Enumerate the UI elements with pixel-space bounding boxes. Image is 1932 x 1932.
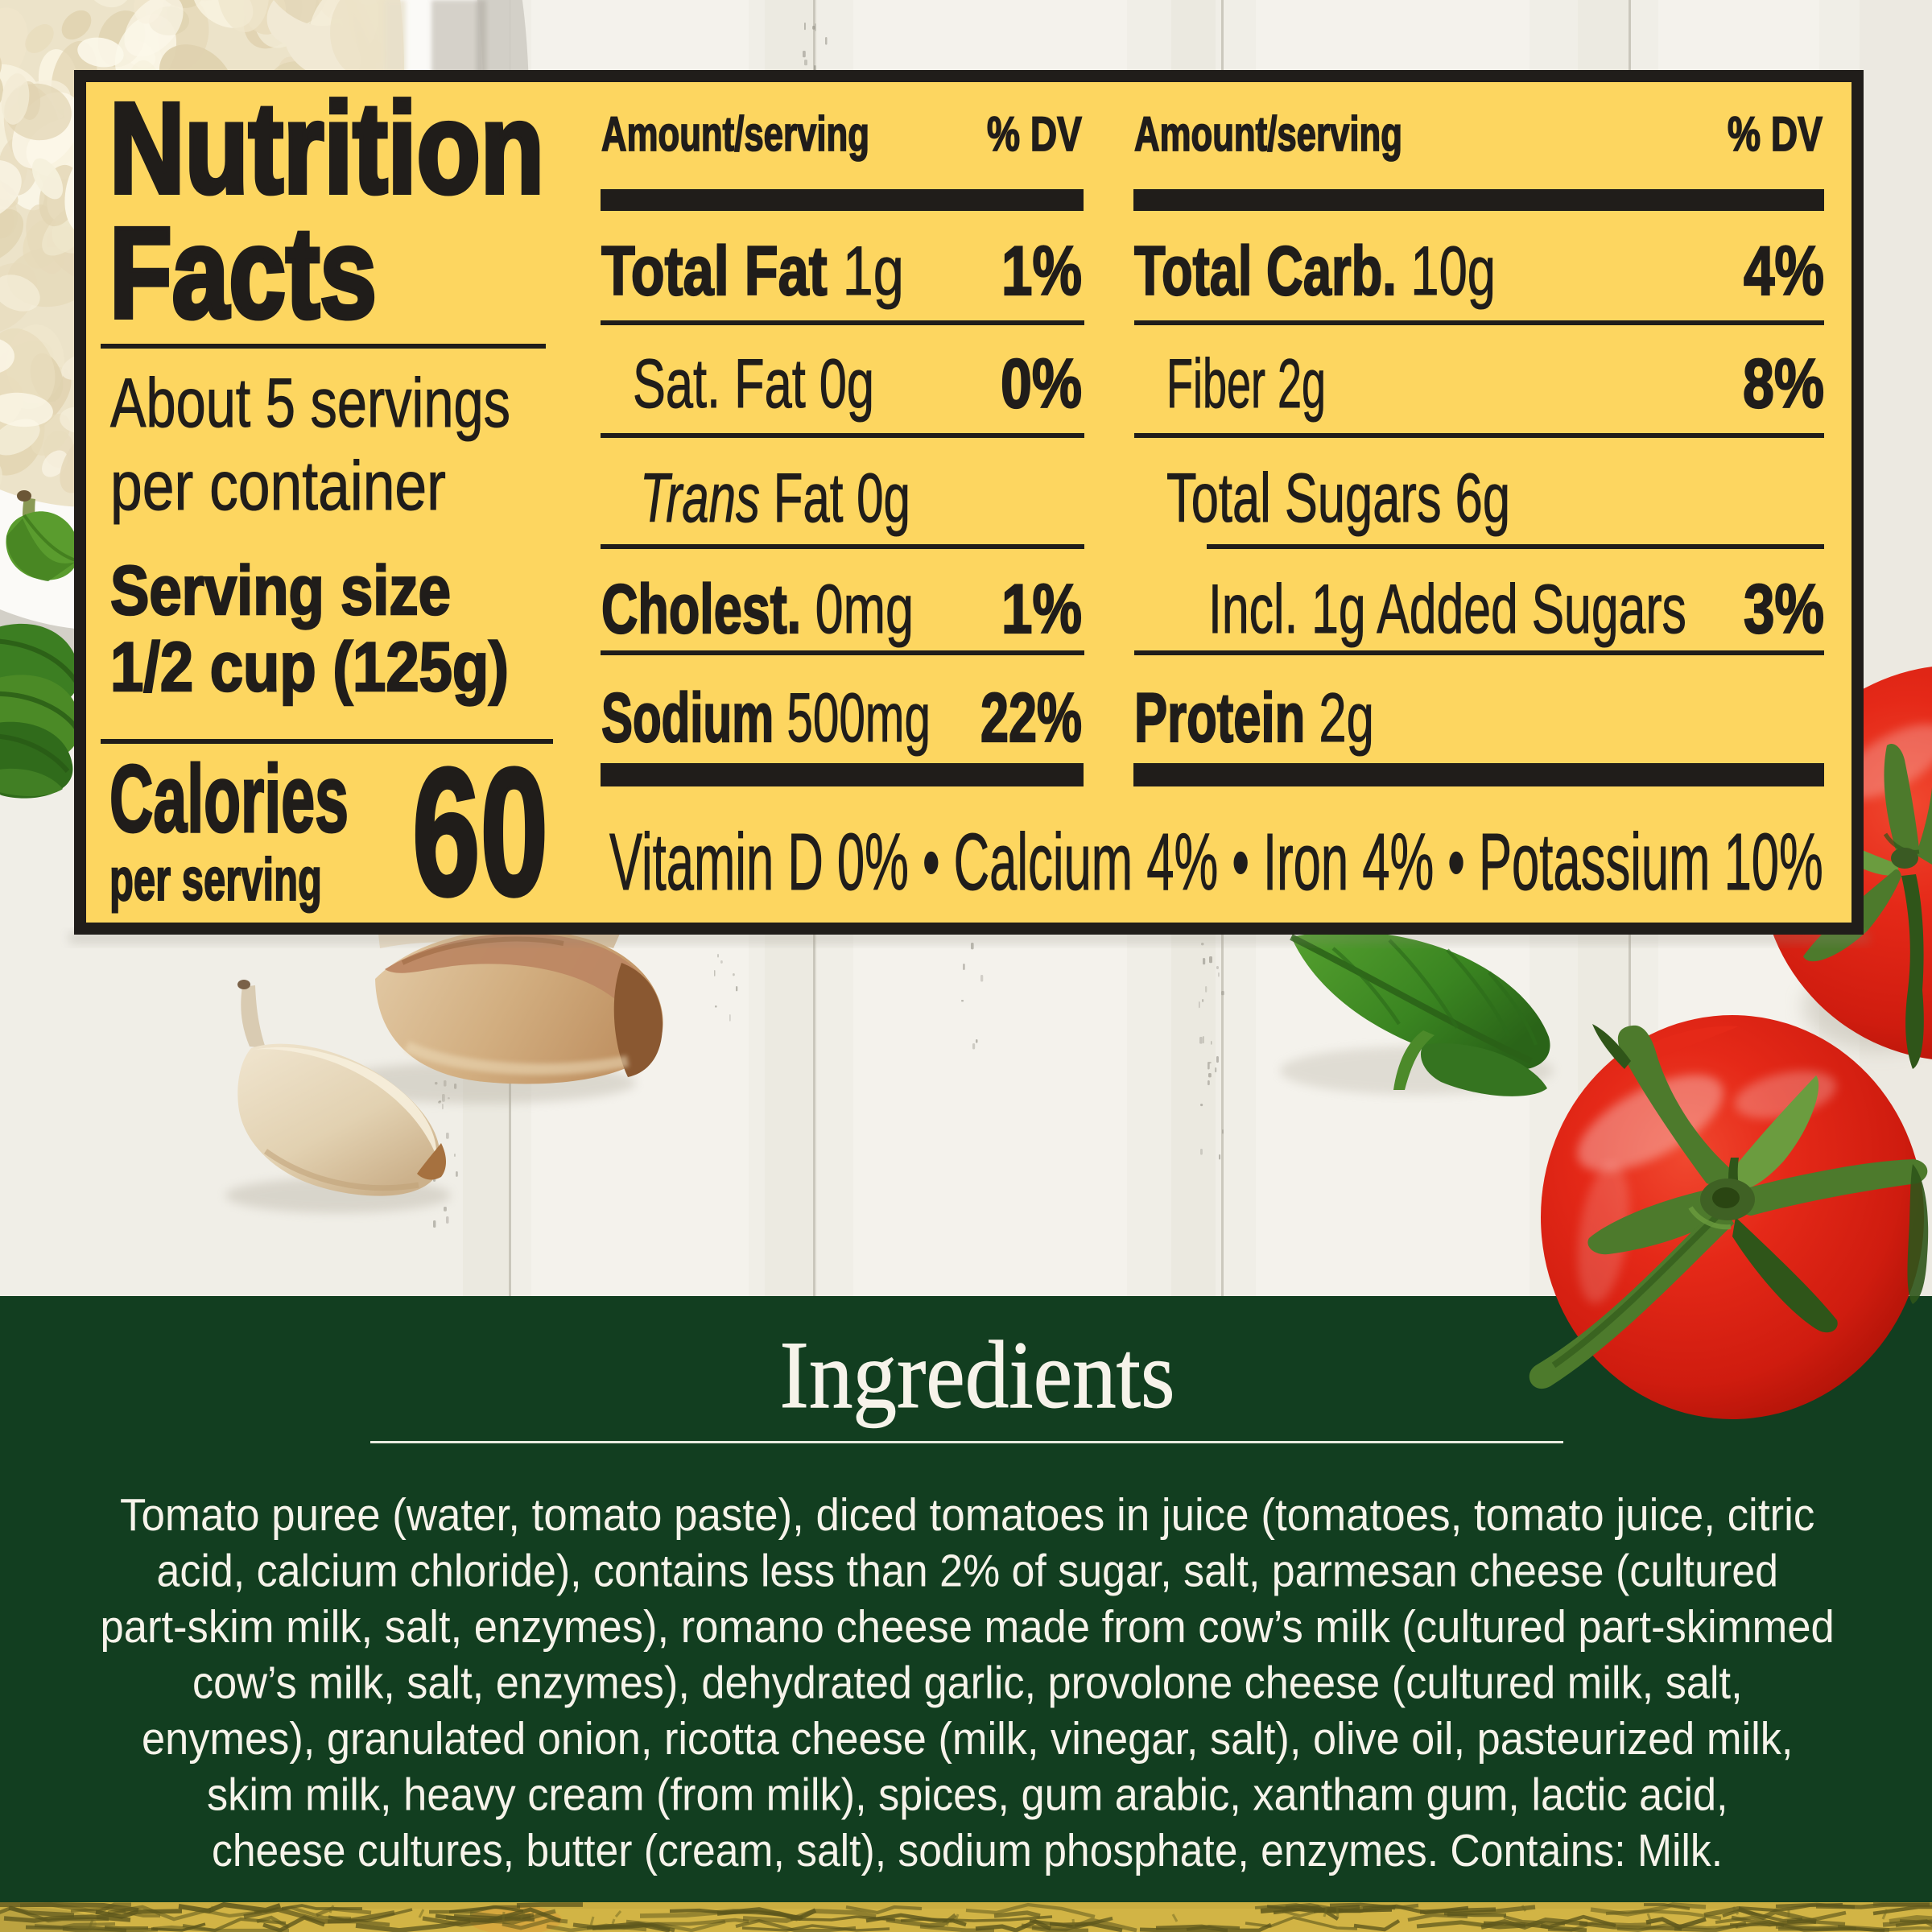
svg-text:Sat. Fat 0g: Sat. Fat 0g xyxy=(633,345,874,423)
svg-text:3%: 3% xyxy=(1744,570,1824,648)
svg-text:Serving size: Serving size xyxy=(110,551,451,629)
svg-text:per container: per container xyxy=(110,447,446,525)
svg-text:Vitamin D 0% • Calcium 4% • Ir: Vitamin D 0% • Calcium 4% • Iron 4% • Po… xyxy=(609,817,1823,907)
svg-text:Total Fat 1g: Total Fat 1g xyxy=(601,233,904,310)
svg-text:Facts: Facts xyxy=(109,200,377,345)
svg-text:1/2 cup (125g): 1/2 cup (125g) xyxy=(110,629,509,706)
svg-text:22%: 22% xyxy=(980,679,1082,756)
svg-text:per serving: per serving xyxy=(109,847,322,914)
svg-text:Trans Fat 0g: Trans Fat 0g xyxy=(640,459,910,536)
svg-text:1%: 1% xyxy=(1001,232,1082,310)
svg-text:About 5 servings: About 5 servings xyxy=(110,365,510,442)
svg-text:Incl. 1g Added Sugars: Incl. 1g Added Sugars xyxy=(1208,571,1686,648)
svg-text:cheese cultures, butter (cream: cheese cultures, butter (cream, salt), s… xyxy=(212,1825,1723,1876)
svg-text:Tomato puree (water, tomato pa: Tomato puree (water, tomato paste), dice… xyxy=(120,1488,1814,1540)
svg-text:Calories: Calories xyxy=(109,746,349,853)
svg-text:8%: 8% xyxy=(1743,345,1824,423)
svg-text:acid, calcium chloride), conta: acid, calcium chloride), contains less t… xyxy=(157,1545,1779,1596)
svg-text:Amount/serving: Amount/serving xyxy=(1134,107,1402,161)
svg-text:1%: 1% xyxy=(1001,570,1082,648)
svg-text:Protein 2g: Protein 2g xyxy=(1134,679,1374,757)
svg-text:Nutrition: Nutrition xyxy=(109,76,544,220)
svg-text:enymes), granulated onion, ric: enymes), granulated onion, ricotta chees… xyxy=(142,1712,1793,1765)
svg-text:60: 60 xyxy=(412,730,548,933)
svg-text:Fiber 2g: Fiber 2g xyxy=(1166,345,1326,423)
svg-text:% DV: % DV xyxy=(987,108,1082,161)
svg-text:% DV: % DV xyxy=(1728,108,1823,161)
svg-text:skim milk, heavy cream (from m: skim milk, heavy cream (from milk), spic… xyxy=(207,1768,1728,1820)
svg-text:4%: 4% xyxy=(1744,232,1824,310)
svg-text:Ingredients: Ingredients xyxy=(780,1321,1175,1428)
svg-text:Amount/serving: Amount/serving xyxy=(601,107,869,161)
svg-text:Cholest. 0mg: Cholest. 0mg xyxy=(601,570,914,647)
svg-text:Total Sugars 6g: Total Sugars 6g xyxy=(1166,459,1510,537)
svg-text:cow’s milk, salt, enzymes), de: cow’s milk, salt, enzymes), dehydrated g… xyxy=(192,1656,1743,1708)
svg-text:Sodium 500mg: Sodium 500mg xyxy=(601,679,931,757)
svg-text:part-skim milk, salt, enzymes): part-skim milk, salt, enzymes), romano c… xyxy=(101,1600,1835,1652)
svg-text:Total Carb. 10g: Total Carb. 10g xyxy=(1134,233,1496,310)
svg-text:0%: 0% xyxy=(1001,345,1082,423)
